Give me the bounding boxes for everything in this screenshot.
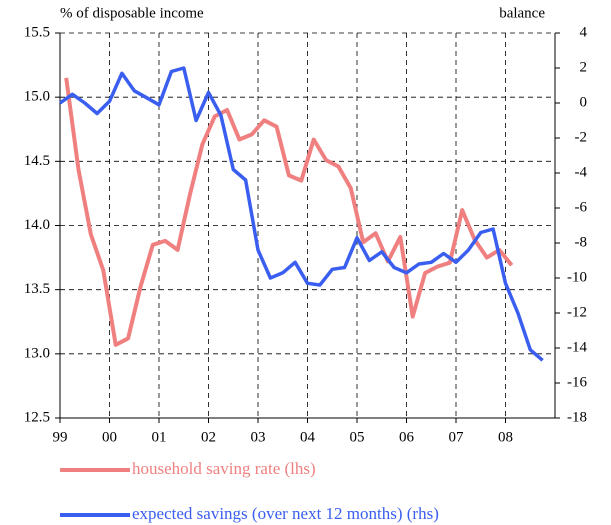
y-tick-label: 13.5 [24,281,50,297]
legend-label: expected savings (over next 12 months) (… [132,504,439,523]
x-tick-label: 99 [53,429,68,445]
x-tick-label: 01 [152,429,167,445]
x-tick-label: 07 [449,429,465,445]
y2-tick-label: 4 [580,24,588,40]
y2-tick-label: -16 [567,374,587,390]
y2-tick-label: -6 [575,199,588,215]
x-tick-label: 08 [498,429,513,445]
y2-tick-label: -8 [575,234,588,250]
y2-tick-label: -12 [567,304,587,320]
y2-axis-title: balance [499,5,545,21]
y2-tick-label: -14 [567,339,587,355]
series-line [64,77,514,347]
y2-tick-label: 0 [580,94,588,110]
y2-tick-label: 2 [580,59,588,75]
x-tick-label: 00 [102,429,117,445]
y-tick-label: 14.5 [24,153,50,169]
legend-label: household saving rate (lhs) [132,459,316,478]
y-tick-label: 15.5 [24,24,50,40]
x-tick-label: 04 [300,429,316,445]
x-tick-label: 05 [350,429,365,445]
y2-tick-label: -2 [575,129,588,145]
y2-tick-label: -18 [567,409,587,425]
y-tick-label: 12.5 [24,409,50,425]
x-tick-label: 06 [399,429,415,445]
y-tick-label: 13.0 [24,345,50,361]
y2-tick-label: -10 [567,269,587,285]
y2-tick-label: -4 [575,164,588,180]
y-axis-title: % of disposable income [60,5,204,21]
y-tick-label: 14.0 [24,217,50,233]
series-line [58,66,544,362]
y-tick-label: 15.0 [24,89,50,105]
x-tick-label: 03 [251,429,266,445]
x-tick-label: 02 [201,429,216,445]
